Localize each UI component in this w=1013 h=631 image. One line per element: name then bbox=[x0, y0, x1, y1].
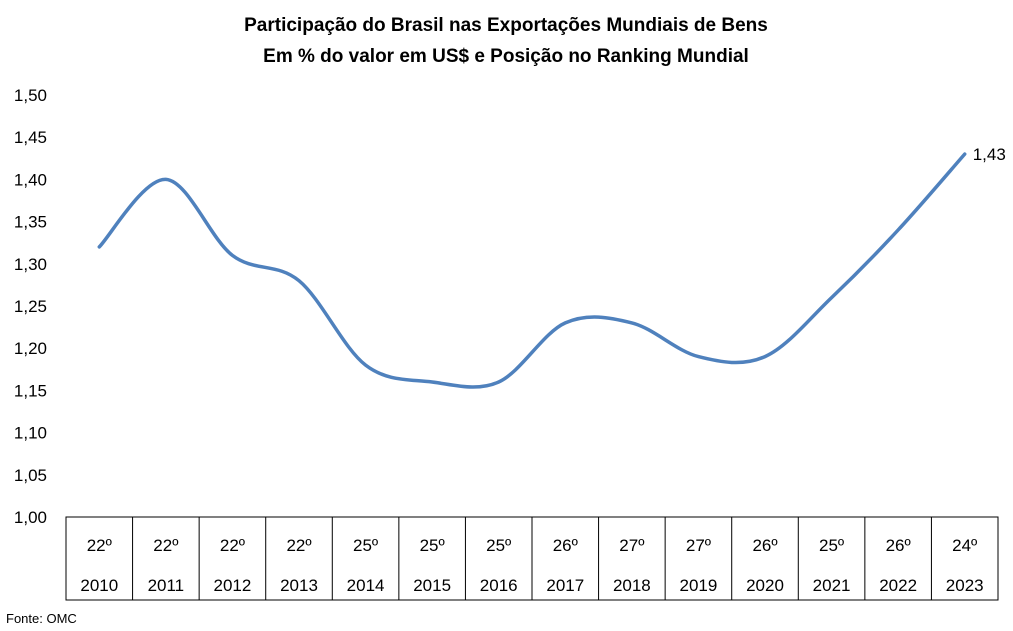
y-tick-label: 1,35 bbox=[14, 213, 47, 232]
x-tick-label: 2018 bbox=[613, 576, 651, 595]
y-tick-label: 1,45 bbox=[14, 128, 47, 147]
y-axis-ticks: 1,00 1,05 1,10 1,15 1,20 1,25 1,30 1,35 1,40 1,45… bbox=[14, 86, 47, 527]
ranking-label: 27º bbox=[686, 536, 711, 555]
x-tick-label: 2020 bbox=[746, 576, 784, 595]
y-tick-label: 1,20 bbox=[14, 339, 47, 358]
y-tick-label: 1,00 bbox=[14, 508, 47, 527]
ranking-label: 25º bbox=[353, 536, 378, 555]
ranking-label: 24º bbox=[952, 536, 977, 555]
ranking-label: 25º bbox=[420, 536, 445, 555]
x-tick-label: 2017 bbox=[546, 576, 584, 595]
data-label: 1,43 bbox=[973, 145, 1006, 164]
y-tick-label: 1,10 bbox=[14, 424, 47, 443]
x-tick-label: 2012 bbox=[214, 576, 252, 595]
ranking-label: 22º bbox=[87, 536, 112, 555]
x-tick-label: 2015 bbox=[413, 576, 451, 595]
category-table: 22º 2010 22º 2011 22º 2012 22º 2013 25º 2014 25º 20… bbox=[65, 516, 999, 601]
x-tick-label: 2021 bbox=[813, 576, 851, 595]
source-note: Fonte: OMC bbox=[6, 611, 77, 626]
y-tick-label: 1,40 bbox=[14, 170, 47, 189]
x-tick-label: 2016 bbox=[480, 576, 518, 595]
x-tick-label: 2023 bbox=[946, 576, 984, 595]
x-tick-label: 2019 bbox=[680, 576, 718, 595]
x-tick-label: 2013 bbox=[280, 576, 318, 595]
ranking-label: 26º bbox=[553, 536, 578, 555]
ranking-label: 25º bbox=[486, 536, 511, 555]
ranking-label: 22º bbox=[220, 536, 245, 555]
ranking-label: 26º bbox=[752, 536, 777, 555]
y-tick-label: 1,25 bbox=[14, 297, 47, 316]
y-tick-label: 1,50 bbox=[14, 86, 47, 105]
ranking-label: 22º bbox=[153, 536, 178, 555]
ranking-label: 25º bbox=[819, 536, 844, 555]
chart-title: Participação do Brasil nas Exportações M… bbox=[244, 15, 768, 36]
ranking-label: 26º bbox=[886, 536, 911, 555]
x-tick-label: 2010 bbox=[80, 576, 118, 595]
chart-subtitle: Em % do valor em US$ e Posição no Rankin… bbox=[263, 46, 749, 67]
ranking-label: 27º bbox=[619, 536, 644, 555]
y-tick-label: 1,15 bbox=[14, 381, 47, 400]
series-line bbox=[97, 152, 967, 389]
x-tick-label: 2014 bbox=[347, 576, 385, 595]
data-labels: 1,43 bbox=[973, 145, 1006, 164]
y-tick-label: 1,05 bbox=[14, 466, 47, 485]
y-tick-label: 1,30 bbox=[14, 255, 47, 274]
x-tick-label: 2011 bbox=[148, 576, 185, 595]
series-line-group bbox=[97, 152, 967, 389]
x-tick-label: 2022 bbox=[879, 576, 917, 595]
ranking-label: 22º bbox=[286, 536, 311, 555]
